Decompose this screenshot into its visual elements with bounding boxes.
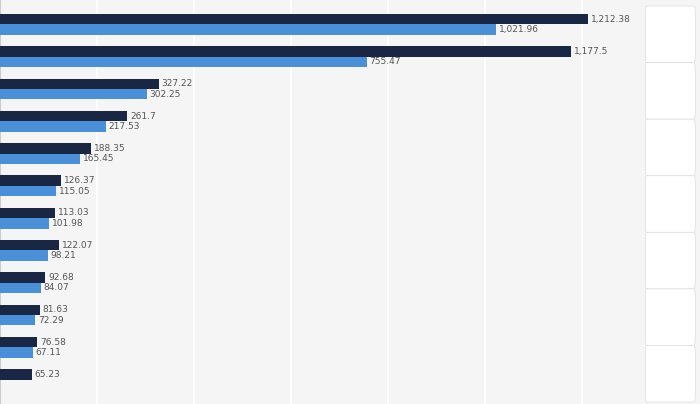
Text: 188.35: 188.35 xyxy=(94,144,126,153)
FancyBboxPatch shape xyxy=(645,119,695,176)
Text: 72.29: 72.29 xyxy=(38,316,64,325)
Bar xyxy=(0,208,55,218)
Text: 1,021.96: 1,021.96 xyxy=(499,25,539,34)
Bar xyxy=(0,143,92,154)
Text: 92.68: 92.68 xyxy=(48,273,74,282)
Text: 327.22: 327.22 xyxy=(162,79,193,88)
Text: 76.58: 76.58 xyxy=(40,338,66,347)
Text: 84.07: 84.07 xyxy=(43,284,69,292)
Bar xyxy=(0,57,367,67)
Bar xyxy=(0,283,41,293)
FancyBboxPatch shape xyxy=(645,176,695,232)
Text: 67.11: 67.11 xyxy=(36,348,62,357)
Text: 302.25: 302.25 xyxy=(150,90,181,99)
Text: 1,177.5: 1,177.5 xyxy=(574,47,608,56)
Bar xyxy=(0,46,571,57)
Bar xyxy=(0,347,33,358)
Text: 115.05: 115.05 xyxy=(59,187,90,196)
Bar xyxy=(0,14,588,24)
Text: 65.23: 65.23 xyxy=(34,370,60,379)
Text: 113.03: 113.03 xyxy=(58,208,90,217)
Bar xyxy=(0,369,32,380)
Text: 122.07: 122.07 xyxy=(62,241,94,250)
Bar xyxy=(0,218,50,229)
Bar xyxy=(0,315,35,326)
Bar xyxy=(0,250,48,261)
Text: 98.21: 98.21 xyxy=(50,251,76,260)
FancyBboxPatch shape xyxy=(645,345,695,402)
Bar xyxy=(0,24,496,35)
FancyBboxPatch shape xyxy=(645,289,695,345)
Bar xyxy=(0,78,159,89)
Text: 217.53: 217.53 xyxy=(108,122,140,131)
Bar xyxy=(0,186,56,196)
Bar xyxy=(0,337,37,347)
Text: 1,212.38: 1,212.38 xyxy=(592,15,631,23)
Bar xyxy=(0,111,127,121)
Text: 81.63: 81.63 xyxy=(43,305,69,314)
Text: 261.7: 261.7 xyxy=(130,112,155,120)
FancyBboxPatch shape xyxy=(645,232,695,289)
Text: 755.47: 755.47 xyxy=(370,57,401,66)
Bar xyxy=(0,305,40,315)
Text: 101.98: 101.98 xyxy=(52,219,84,228)
Bar xyxy=(0,240,60,250)
Bar xyxy=(0,175,62,186)
Bar xyxy=(0,121,106,132)
FancyBboxPatch shape xyxy=(645,6,695,63)
Bar xyxy=(0,89,147,99)
Bar xyxy=(0,272,45,283)
Bar xyxy=(0,154,80,164)
Text: 165.45: 165.45 xyxy=(83,154,115,163)
FancyBboxPatch shape xyxy=(645,63,695,119)
Text: 126.37: 126.37 xyxy=(64,176,96,185)
